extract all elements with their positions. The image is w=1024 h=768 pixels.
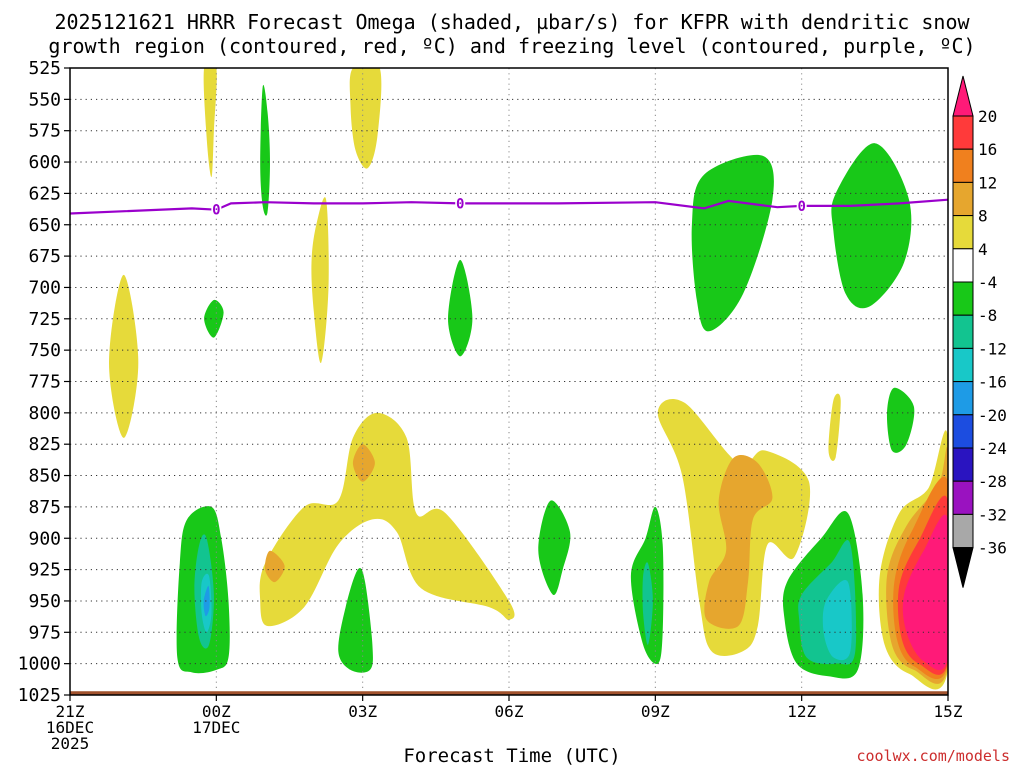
omega-region-6 bbox=[828, 393, 841, 461]
omega-region-3 bbox=[109, 274, 139, 438]
colorbar-label: -12 bbox=[978, 339, 1007, 358]
colorbar-label: 4 bbox=[978, 240, 988, 259]
colorbar-label: -16 bbox=[978, 373, 1007, 392]
x-tick-label: 16DEC bbox=[46, 718, 94, 737]
omega-region-1 bbox=[349, 68, 382, 169]
omega-region-17 bbox=[448, 259, 473, 357]
chart-title-line-1: 2025121621 HRRR Forecast Omega (shaded, … bbox=[54, 10, 970, 34]
omega-region-28 bbox=[642, 562, 653, 645]
y-tick-label: 1000 bbox=[18, 654, 61, 675]
y-tick-label: 675 bbox=[28, 246, 61, 267]
x-tick-label: 00Z bbox=[202, 702, 231, 721]
y-tick-label: 950 bbox=[28, 591, 61, 612]
colorbar-label: 12 bbox=[978, 173, 997, 192]
y-tick-label: 725 bbox=[28, 309, 61, 330]
y-tick-label: 575 bbox=[28, 121, 61, 142]
colorbar-label: -24 bbox=[978, 439, 1007, 458]
y-tick-label: 525 bbox=[28, 58, 61, 79]
colorbar-bottom-arrow bbox=[952, 547, 974, 588]
x-tick-label: 21Z bbox=[56, 702, 85, 721]
colorbar-swatch-1 bbox=[952, 115, 974, 150]
omega-region-14 bbox=[902, 514, 948, 671]
credit-link[interactable]: coolwx.com/models bbox=[856, 747, 1010, 765]
colorbar-swatch-3 bbox=[952, 181, 974, 217]
chart-title-line-2: growth region (contoured, red, ºC) and f… bbox=[48, 34, 976, 58]
freezing-level-label: 0 bbox=[797, 199, 805, 215]
colorbar-swatch-9 bbox=[952, 381, 974, 416]
omega-region-8 bbox=[264, 550, 285, 583]
omega-region-20 bbox=[886, 387, 915, 453]
colorbar-swatch-12 bbox=[952, 480, 974, 515]
colorbar-label: 8 bbox=[978, 207, 988, 226]
y-tick-label: 775 bbox=[28, 372, 61, 393]
colorbar-label: -36 bbox=[978, 539, 1007, 558]
colorbar-label: -8 bbox=[978, 306, 997, 325]
freezing-label-bg bbox=[455, 196, 466, 211]
colorbar-swatch-10 bbox=[952, 414, 974, 449]
y-tick-label: 900 bbox=[28, 528, 61, 549]
colorbar-label: 20 bbox=[978, 107, 997, 126]
y-tick-label: 925 bbox=[28, 560, 61, 581]
x-tick-label: 06Z bbox=[495, 702, 524, 721]
omega-region-19 bbox=[831, 143, 912, 309]
colorbar-label: -32 bbox=[978, 505, 1007, 524]
x-tick-label: 2025 bbox=[51, 734, 90, 753]
omega-region-25 bbox=[203, 585, 210, 617]
colorbar-swatch-2 bbox=[952, 148, 974, 183]
y-tick-label: 700 bbox=[28, 277, 61, 298]
y-tick-label: 850 bbox=[28, 466, 61, 487]
colorbar-swatch-7 bbox=[952, 314, 974, 349]
omega-region-16 bbox=[204, 299, 224, 338]
colorbar-swatch-8 bbox=[952, 347, 974, 383]
freezing-level-line bbox=[70, 198, 948, 215]
y-tick-label: 800 bbox=[28, 403, 61, 424]
y-tick-label: 600 bbox=[28, 152, 61, 173]
x-tick-label: 12Z bbox=[787, 702, 816, 721]
omega-region-31 bbox=[822, 580, 852, 661]
y-tick-label: 550 bbox=[28, 89, 61, 110]
colorbar-label: -4 bbox=[978, 273, 997, 292]
y-tick-label: 625 bbox=[28, 183, 61, 204]
colorbar-swatch-11 bbox=[952, 447, 974, 482]
ground-surface bbox=[70, 691, 948, 695]
colorbar-top-arrow bbox=[952, 75, 974, 117]
colorbar-label: 16 bbox=[978, 140, 997, 159]
freezing-label-bg bbox=[796, 198, 807, 213]
y-tick-label: 650 bbox=[28, 215, 61, 236]
y-tick-label: 975 bbox=[28, 622, 61, 643]
omega-region-15 bbox=[260, 84, 270, 216]
freezing-level-label: 0 bbox=[212, 203, 220, 219]
colorbar-swatch-4 bbox=[952, 215, 974, 250]
freezing-level-label: 0 bbox=[456, 196, 464, 212]
colorbar-swatch-13 bbox=[952, 513, 974, 549]
x-axis-title: Forecast Time (UTC) bbox=[403, 745, 621, 767]
colorbar-label: -20 bbox=[978, 406, 1007, 425]
colorbar-swatch-5 bbox=[952, 248, 974, 283]
omega-region-21 bbox=[538, 500, 571, 596]
omega-region-26 bbox=[338, 568, 373, 673]
y-tick-label: 750 bbox=[28, 340, 61, 361]
omega-region-4 bbox=[259, 412, 515, 627]
omega-region-7 bbox=[352, 444, 375, 482]
x-tick-label: 15Z bbox=[934, 702, 963, 721]
x-tick-label: 17DEC bbox=[192, 718, 240, 737]
x-tick-label: 09Z bbox=[641, 702, 670, 721]
colorbar-label: -28 bbox=[978, 472, 1007, 491]
omega-region-9 bbox=[704, 455, 773, 629]
colorbar-swatch-6 bbox=[952, 281, 974, 316]
omega-region-18 bbox=[691, 154, 774, 332]
y-tick-label: 825 bbox=[28, 434, 61, 455]
freezing-label-bg bbox=[211, 202, 222, 217]
x-tick-label: 03Z bbox=[348, 702, 377, 721]
omega-region-0 bbox=[203, 68, 217, 178]
y-tick-label: 875 bbox=[28, 497, 61, 518]
y-tick-label: 1025 bbox=[18, 685, 61, 706]
omega-region-2 bbox=[311, 197, 329, 364]
